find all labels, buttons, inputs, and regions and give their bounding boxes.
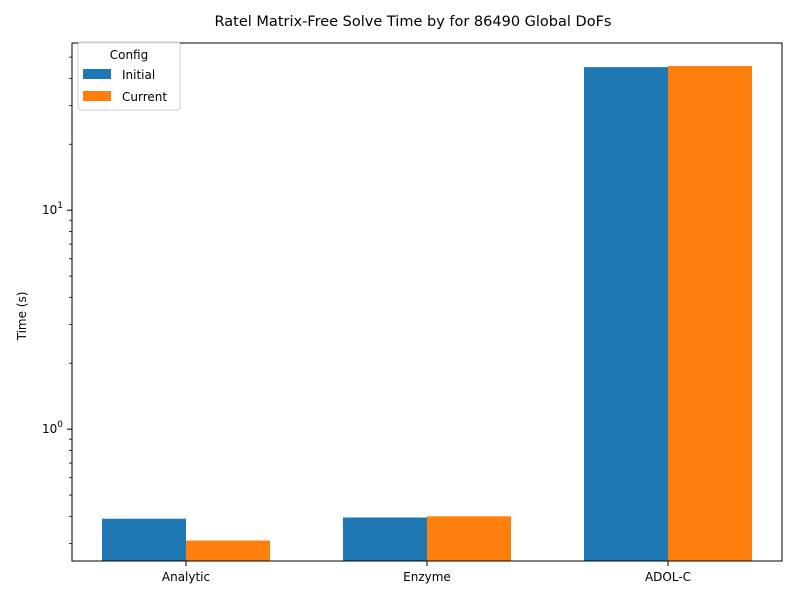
y-tick-label: 101 [42,201,63,217]
legend-swatch-current [83,91,111,101]
x-tick-label: Analytic [162,570,210,584]
axes-layer: Analytic Enzyme ADOL-C 100 101 [42,56,691,584]
bar-current-adol-c [668,66,752,562]
legend-swatch-initial [83,69,111,79]
x-tick-label: ADOL-C [645,570,691,584]
y-axis-label: Time (s) [15,292,29,342]
bar-initial-adol-c [584,67,668,561]
bar-initial-enzyme [343,517,427,561]
legend-title: Config [110,48,149,62]
chart-title: Ratel Matrix-Free Solve Time by for 8649… [215,14,612,30]
y-tick-label: 100 [42,420,63,436]
bar-current-enzyme [427,516,511,561]
legend-label-initial: Initial [122,68,155,82]
bars-layer [102,66,752,562]
bar-initial-analytic [102,518,186,561]
bar-current-analytic [186,540,270,561]
legend-label-current: Current [122,90,167,104]
x-tick-label: Enzyme [403,570,451,584]
legend[interactable]: Config Initial Current [77,41,181,111]
